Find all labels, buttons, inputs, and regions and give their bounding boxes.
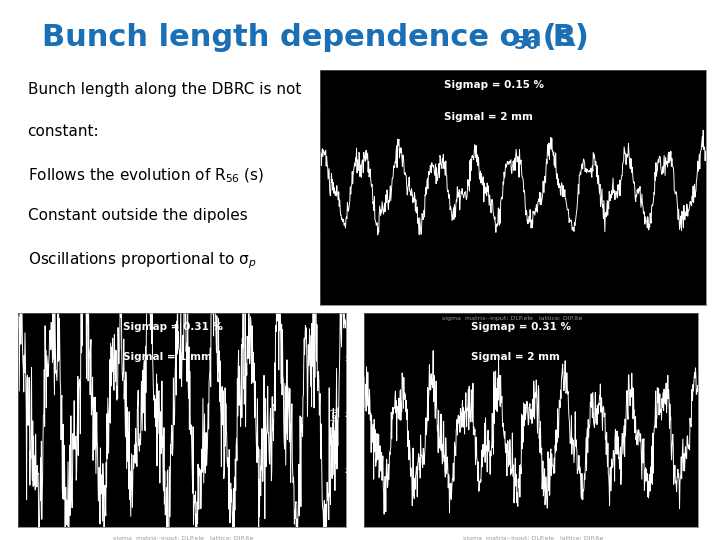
Text: Sigmal = 1 mm: Sigmal = 1 mm [123,352,212,362]
Text: 56: 56 [513,35,539,53]
Y-axis label: σ$_s$ (m): σ$_s$ (m) [287,175,299,200]
Text: Oscillations proportional to σ$_p$: Oscillations proportional to σ$_p$ [27,250,256,271]
Text: sigma  matrix--input: DLP.ele   lattice: DIP.lte: sigma matrix--input: DLP.ele lattice: DI… [114,536,253,540]
X-axis label: s (m): s (m) [502,320,524,329]
Text: (s): (s) [532,23,589,52]
Text: Follows the evolution of R$_{56}$ (s): Follows the evolution of R$_{56}$ (s) [27,166,264,185]
Text: Sigmap = 0.15 %: Sigmap = 0.15 % [444,79,544,90]
Text: Sigmal = 2 mm: Sigmal = 2 mm [471,352,559,362]
Text: sigma  matrix--input: DLP.ele   lattice: DIP.lte: sigma matrix--input: DLP.ele lattice: DI… [463,536,603,540]
Y-axis label: σ$_s$ (m): σ$_s$ (m) [330,407,342,433]
Text: Bunch length along the DBRC is not: Bunch length along the DBRC is not [27,83,301,97]
Text: Bunch length dependence on R: Bunch length dependence on R [42,23,576,52]
Text: sigma  matrix--input: DLP.ele   lattice: DIP.lte: sigma matrix--input: DLP.ele lattice: DI… [443,316,582,321]
Text: Sigmap = 0.31 %: Sigmap = 0.31 % [123,322,222,332]
Text: constant:: constant: [27,124,99,139]
Text: Sigmal = 2 mm: Sigmal = 2 mm [444,112,533,123]
Text: Sigmap = 0.31 %: Sigmap = 0.31 % [471,322,571,332]
Text: Constant outside the dipoles: Constant outside the dipoles [27,208,247,223]
